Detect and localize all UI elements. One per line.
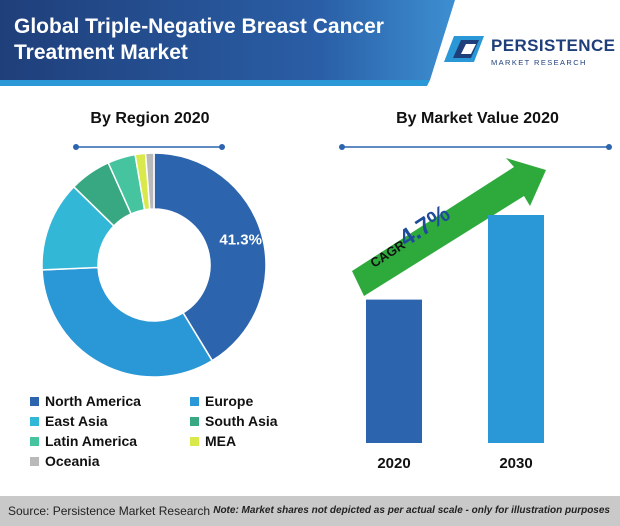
legend-swatch — [30, 437, 39, 446]
legend-item-east-asia: East Asia — [30, 412, 108, 430]
page-title: Global Triple-Negative Breast Cancer Tre… — [14, 15, 384, 64]
legend-label: MEA — [205, 433, 237, 449]
donut-slice-europe — [41, 266, 214, 378]
growth-arrow — [352, 158, 546, 296]
legend-swatch — [190, 417, 199, 426]
logo-name: PERSISTENCE — [491, 36, 616, 55]
note-text: Note: Market shares not depicted as per … — [213, 505, 610, 516]
header-banner: Global Triple-Negative Breast Cancer Tre… — [0, 0, 620, 92]
header-background — [0, 0, 484, 86]
legend-item-latin-america: Latin America — [30, 432, 137, 450]
legend-swatch — [190, 437, 199, 446]
legend-item-north-america: North America — [30, 392, 141, 410]
legend-item-south-asia: South Asia — [190, 412, 278, 430]
donut-slice-north-america — [153, 152, 267, 362]
legend-label: East Asia — [45, 413, 108, 429]
logo-icon — [444, 36, 484, 62]
legend-label: Oceania — [45, 453, 100, 469]
legend-item-mea: MEA — [190, 432, 236, 450]
tick-label-2030: 2030 — [499, 455, 532, 472]
legend-swatch — [30, 397, 39, 406]
legend-label: South Asia — [205, 413, 278, 429]
bar-2030 — [488, 215, 544, 443]
legend-swatch — [30, 417, 39, 426]
section-dividers — [73, 144, 612, 150]
legend-label: Latin America — [45, 433, 138, 449]
bar-2020 — [366, 299, 422, 443]
data-label-north-america: 41.3% — [219, 232, 262, 249]
legend-item-europe: Europe — [190, 392, 253, 410]
region-donut-chart: 41.3% — [41, 152, 267, 378]
donut-slice-oceania — [144, 152, 155, 210]
legend-item-oceania: Oceania — [30, 452, 99, 470]
region-chart-title: By Region 2020 — [90, 110, 210, 127]
legend-swatch — [190, 397, 199, 406]
legend-label: North America — [45, 393, 141, 409]
tick-label-2020: 2020 — [377, 455, 410, 472]
value-chart-title: By Market Value 2020 — [396, 110, 559, 127]
legend-swatch — [30, 457, 39, 466]
source-text: Source: Persistence Market Research — [8, 504, 211, 518]
legend-label: Europe — [205, 393, 254, 409]
footer: Source: Persistence Market Research Note… — [0, 496, 620, 526]
logo-subtitle: MARKET RESEARCH — [491, 58, 587, 67]
